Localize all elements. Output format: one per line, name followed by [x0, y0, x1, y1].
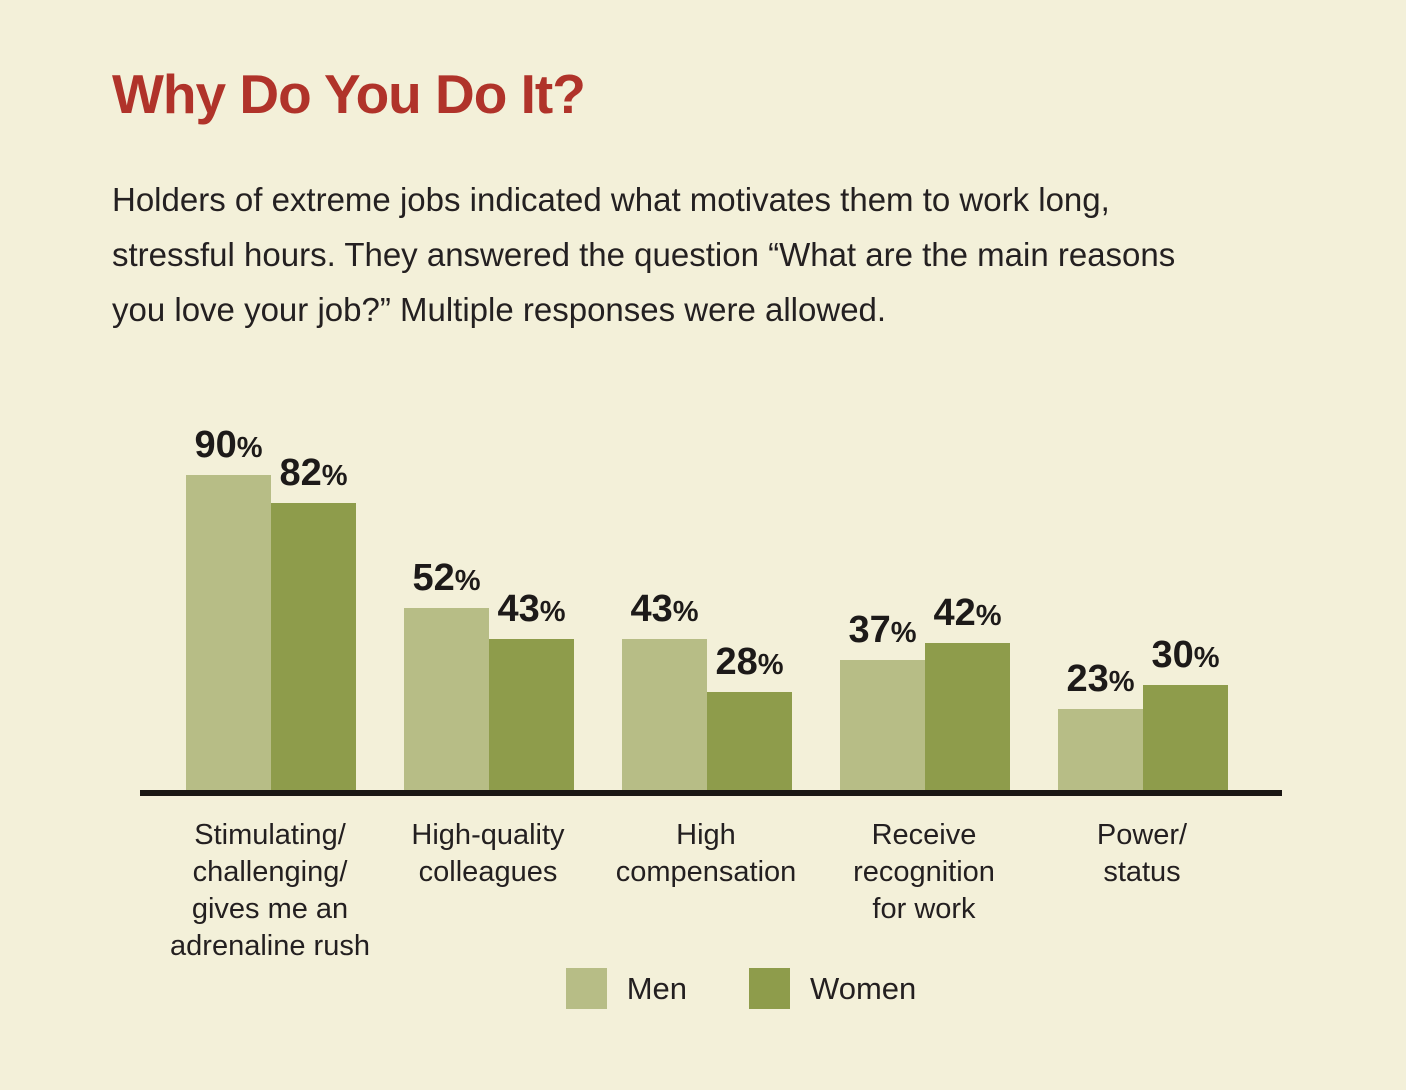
bar-value-label-women-2: 28%: [715, 641, 784, 684]
bar-group-4: 23% 30%: [1058, 425, 1228, 790]
bar-group-1: 52% 43%: [404, 425, 574, 790]
percent-sign: %: [539, 596, 566, 629]
bar-value-label-men-1: 52%: [412, 557, 481, 600]
bar-value-number: 52: [412, 557, 455, 600]
bar-column-men-0: 90%: [186, 425, 271, 790]
bar-column-women-2: 28%: [707, 425, 792, 790]
legend-swatch-women: [749, 968, 791, 1009]
x-axis-line: [140, 790, 1282, 796]
percent-sign: %: [757, 649, 784, 682]
bar-column-women-4: 30%: [1143, 425, 1228, 790]
percent-sign: %: [321, 460, 348, 493]
bar-value-number: 23: [1066, 658, 1109, 701]
category-label-2: High compensation: [615, 819, 797, 888]
bar-value-label-men-0: 90%: [194, 424, 263, 467]
bar-value-label-women-0: 82%: [279, 452, 348, 495]
bar-value-number: 43: [497, 588, 540, 631]
percent-sign: %: [672, 596, 699, 629]
bar-value-label-women-3: 42%: [933, 592, 1002, 635]
bar-women-4: [1143, 685, 1228, 790]
bar-value-label-men-2: 43%: [630, 588, 699, 631]
category-label-0: Stimulating/ challenging/ gives me an ad…: [170, 819, 370, 962]
bar-men-3: [840, 660, 925, 790]
legend-item-women: Women: [749, 968, 916, 1009]
category-label-3: Receive recognition for work: [853, 819, 995, 925]
bar-women-1: [489, 639, 574, 790]
bar-women-0: [271, 503, 356, 790]
bar-group-0: 90% 82%: [186, 425, 356, 790]
chart-description: Holders of extreme jobs indicated what m…: [112, 181, 1176, 328]
bar-group-2: 43% 28%: [622, 425, 792, 790]
bar-column-men-2: 43%: [622, 425, 707, 790]
bar-value-number: 42: [933, 592, 976, 635]
bar-group-3: 37% 42%: [840, 425, 1010, 790]
bar-men-0: [186, 475, 271, 790]
bar-value-label-women-4: 30%: [1151, 634, 1220, 677]
legend-label-men: Men: [626, 970, 688, 1006]
bar-value-number: 37: [848, 609, 891, 652]
bar-column-men-4: 23%: [1058, 425, 1143, 790]
bar-value-label-men-3: 37%: [848, 609, 917, 652]
bar-women-2: [707, 692, 792, 790]
percent-sign: %: [1108, 666, 1135, 699]
bar-chart: 90% 82% Stimulating/ challenging/ gives me…: [140, 425, 1282, 1025]
bar-column-men-3: 37%: [840, 425, 925, 790]
bar-column-men-1: 52%: [404, 425, 489, 790]
legend-swatch-men: [565, 968, 607, 1009]
bar-value-number: 90: [194, 424, 237, 467]
chart-legend: Men Women: [38, 968, 1406, 1009]
bar-men-1: [404, 608, 489, 790]
percent-sign: %: [890, 617, 917, 650]
bar-value-label-men-4: 23%: [1066, 658, 1135, 701]
bar-column-women-0: 82%: [271, 425, 356, 790]
bar-column-women-3: 42%: [925, 425, 1010, 790]
percent-sign: %: [454, 565, 481, 598]
percent-sign: %: [236, 432, 263, 465]
category-label-4: Power/ status: [1096, 819, 1188, 888]
bar-value-number: 82: [279, 452, 322, 495]
page-title: Why Do You Do It?: [112, 63, 586, 125]
bar-men-4: [1058, 709, 1143, 790]
bar-women-3: [925, 643, 1010, 790]
category-label-1: High-quality colleagues: [411, 819, 565, 888]
percent-sign: %: [1193, 642, 1220, 675]
legend-label-women: Women: [810, 970, 917, 1006]
bar-men-2: [622, 639, 707, 790]
bar-value-number: 43: [630, 588, 673, 631]
bar-value-label-women-1: 43%: [497, 588, 566, 631]
bar-value-number: 28: [715, 641, 758, 684]
percent-sign: %: [975, 600, 1002, 633]
bar-value-number: 30: [1151, 634, 1194, 677]
bar-column-women-1: 43%: [489, 425, 574, 790]
legend-item-men: Men: [565, 968, 688, 1009]
